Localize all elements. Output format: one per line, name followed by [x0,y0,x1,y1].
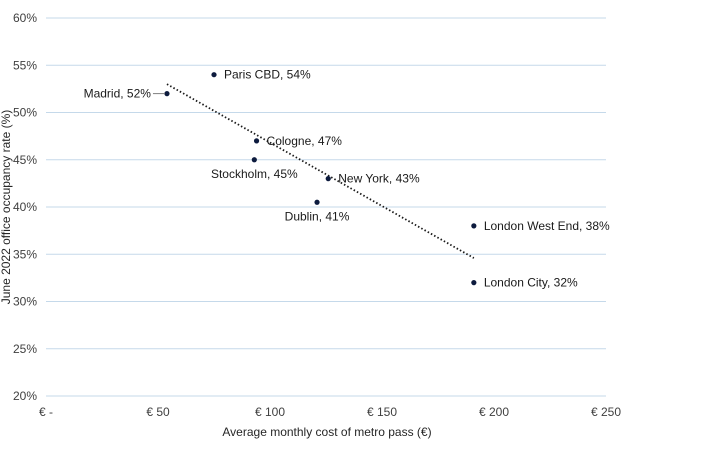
x-tick-label: € - [39,405,53,419]
point-label: Stockholm, 45% [211,167,298,181]
x-tick-label: € 250 [591,405,621,419]
data-point [314,199,320,205]
y-tick-label: 40% [13,200,37,214]
point-label: London City, 32% [484,276,578,290]
data-point [253,138,260,144]
point-label: Dublin, 41% [285,209,350,223]
data-point [471,280,477,286]
data-point [211,72,217,78]
data-points: Madrid, 52% Paris CBD, 54% Cologne, 47% Sto… [84,68,610,290]
y-tick-label: 25% [13,342,37,356]
y-tick-label: 30% [13,295,37,309]
point-label: Paris CBD, 54% [224,68,311,82]
data-point [325,176,331,182]
point-label: Madrid, 52% [84,87,152,101]
x-axis-ticks: € - € 50 € 100 € 150 € 200 € 250 [39,405,621,419]
y-tick-label: 45% [13,153,37,167]
x-axis-title: Average monthly cost of metro pass (€) [222,425,431,439]
data-point [471,223,477,229]
y-axis-title: June 2022 office occupancy rate (%) [0,110,13,305]
data-point [164,91,170,97]
point-label: London West End, 38% [484,219,610,233]
x-tick-label: € 50 [146,405,170,419]
x-tick-label: € 100 [255,405,285,419]
point-label: Cologne, 47% [267,134,343,148]
x-tick-label: € 150 [367,405,397,419]
y-tick-label: 20% [13,389,37,403]
y-tick-label: 55% [13,58,37,72]
y-tick-label: 50% [13,106,37,120]
point-label: New York, 43% [338,172,420,186]
y-tick-label: 35% [13,247,37,261]
data-point [251,157,257,163]
gridlines [46,17,606,397]
x-tick-label: € 200 [479,405,509,419]
y-axis-ticks: 20% 25% 30% 35% 40% 45% 50% 55% 60% [13,11,37,403]
y-tick-label: 60% [13,11,37,25]
